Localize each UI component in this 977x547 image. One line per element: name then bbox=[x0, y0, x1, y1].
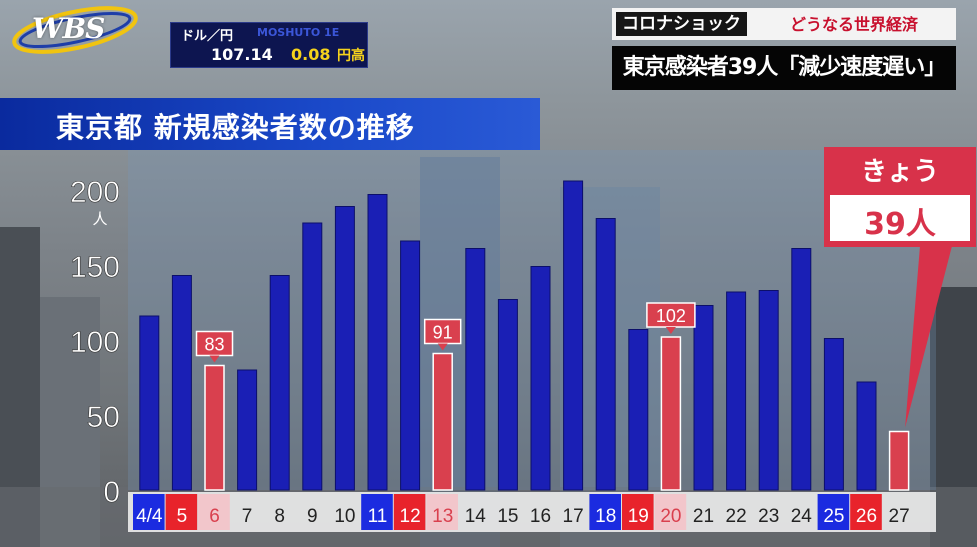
bar bbox=[367, 194, 388, 491]
today-value: 39人 bbox=[864, 207, 936, 242]
bar bbox=[334, 206, 355, 491]
bar bbox=[660, 336, 682, 491]
x-tick-bg bbox=[654, 494, 687, 530]
bar bbox=[465, 248, 486, 491]
topic-subtitle: どうなる世界経済 bbox=[790, 15, 919, 34]
bar bbox=[530, 266, 551, 491]
x-tick-bg bbox=[393, 494, 426, 530]
x-tick-label: 7 bbox=[242, 506, 253, 527]
chart-title: 東京都 新規感染者数の推移 bbox=[56, 111, 415, 144]
x-tick-label: 15 bbox=[497, 506, 518, 527]
data-label-pointer bbox=[209, 355, 220, 363]
exchange-change: 0.08 bbox=[291, 45, 331, 64]
bar bbox=[497, 299, 518, 491]
bar bbox=[432, 352, 453, 491]
bar bbox=[204, 364, 225, 491]
bar bbox=[269, 275, 290, 491]
bar bbox=[726, 291, 747, 491]
wbs-logo: WBS bbox=[0, 0, 150, 62]
data-label-box bbox=[195, 330, 234, 357]
x-tick-label: 25 bbox=[823, 506, 844, 527]
x-axis-band bbox=[128, 492, 936, 532]
exchange-scroll-text: MOSHUTO 1E bbox=[257, 26, 340, 39]
y-axis-unit: 人 bbox=[92, 210, 107, 228]
x-tick-label: 16 bbox=[530, 506, 551, 527]
x-tick-label: 26 bbox=[856, 506, 877, 527]
x-tick-bg bbox=[361, 494, 393, 530]
topic-banner: コロナショック どうなる世界経済 bbox=[612, 8, 956, 40]
bar bbox=[400, 240, 421, 491]
bar bbox=[758, 290, 779, 491]
x-tick-label: 20 bbox=[660, 506, 681, 527]
x-tick-bg bbox=[426, 494, 458, 530]
bar bbox=[791, 248, 812, 491]
x-tick-label: 19 bbox=[628, 506, 649, 527]
x-tick-label: 14 bbox=[465, 506, 487, 527]
x-tick-label: 17 bbox=[563, 506, 584, 527]
x-tick-label: 5 bbox=[177, 506, 188, 527]
data-label: 102 bbox=[656, 306, 686, 326]
x-tick-bg bbox=[165, 494, 198, 530]
exchange-direction: 円高 bbox=[337, 48, 365, 64]
x-tick-label: 11 bbox=[368, 506, 388, 527]
x-tick-bg bbox=[133, 494, 165, 530]
x-tick-label: 8 bbox=[274, 506, 285, 527]
today-pointer bbox=[905, 246, 952, 428]
data-label-pointer bbox=[665, 327, 676, 334]
y-tick-label: 50 bbox=[87, 401, 120, 434]
x-tick-label: 4/4 bbox=[136, 506, 163, 527]
chart-title-bar: 東京都 新規感染者数の推移 bbox=[0, 98, 540, 150]
x-tick-label: 23 bbox=[758, 506, 779, 527]
today-label: きょう bbox=[860, 157, 939, 187]
x-tick-label: 27 bbox=[889, 506, 910, 527]
bar bbox=[171, 275, 192, 491]
y-tick-label: 100 bbox=[70, 326, 120, 359]
bar bbox=[302, 222, 323, 491]
data-label-pointer bbox=[437, 343, 448, 351]
bar bbox=[628, 329, 649, 491]
exchange-label: ドル／円 bbox=[181, 29, 234, 44]
x-tick-label: 12 bbox=[400, 506, 421, 527]
x-tick-bg bbox=[850, 494, 882, 530]
y-tick-label: 200 bbox=[70, 176, 120, 209]
bar bbox=[139, 315, 160, 491]
headline: 東京感染者39人「減少速度遅い」 bbox=[612, 46, 956, 90]
exchange-rate: 107.14 bbox=[211, 45, 273, 64]
x-tick-label: 18 bbox=[595, 506, 616, 527]
x-tick-bg bbox=[198, 494, 230, 530]
exchange-rate-panel: ドル／円 MOSHUTO 1E 107.14 0.08 円高 bbox=[170, 22, 368, 68]
x-tick-bg bbox=[817, 494, 850, 530]
today-value-box: 39人 bbox=[830, 195, 970, 242]
data-label-box bbox=[423, 318, 462, 345]
logo-swoosh-icon bbox=[12, 6, 138, 54]
x-tick-label: 9 bbox=[307, 506, 318, 527]
today-callout: きょう 39人 bbox=[824, 147, 976, 247]
bar bbox=[595, 218, 616, 491]
bar bbox=[856, 381, 877, 491]
data-label: 83 bbox=[204, 335, 224, 355]
y-tick-label: 0 bbox=[103, 476, 120, 509]
logo-text: WBS bbox=[32, 12, 105, 45]
y-tick-label: 150 bbox=[70, 251, 120, 284]
bar bbox=[563, 180, 584, 491]
bar bbox=[693, 305, 714, 491]
topic-tag: コロナショック bbox=[616, 12, 747, 36]
x-tick-label: 21 bbox=[693, 506, 714, 527]
x-tick-label: 13 bbox=[432, 506, 453, 527]
x-tick-label: 24 bbox=[791, 506, 813, 527]
x-tick-label: 22 bbox=[726, 506, 747, 527]
bar bbox=[823, 338, 844, 491]
data-label: 91 bbox=[433, 323, 453, 343]
x-tick-label: 10 bbox=[334, 506, 355, 527]
bar bbox=[888, 430, 910, 491]
bar bbox=[237, 369, 258, 491]
x-tick-label: 6 bbox=[209, 506, 220, 527]
x-tick-bg bbox=[622, 494, 654, 530]
x-tick-bg bbox=[589, 494, 621, 530]
